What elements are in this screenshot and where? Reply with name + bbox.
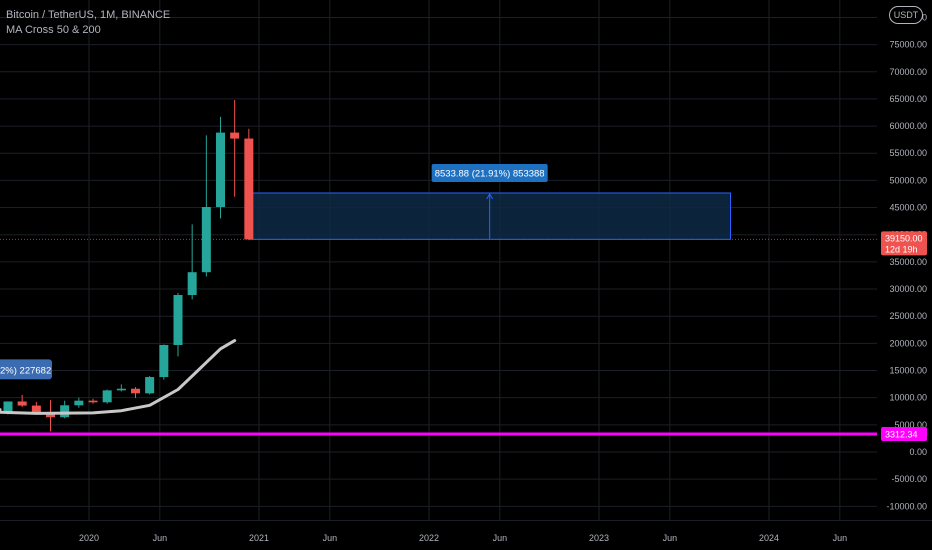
x-tick-label: 2024: [759, 533, 779, 543]
candle-up: [102, 390, 112, 403]
left-measure-label-bg: [0, 359, 52, 380]
x-tick-label: Jun: [153, 533, 168, 543]
y-tick-label: -10000.00: [886, 501, 927, 511]
measure-label: 8533.88 (21.91%) 853388: [435, 168, 545, 179]
y-tick-label: 70000.00: [889, 67, 927, 77]
candles-layer: [3, 100, 254, 432]
candle-down: [31, 405, 41, 414]
indicator-title[interactable]: MA Cross 50 & 200: [6, 24, 101, 36]
y-tick-label: 55000.00: [889, 148, 927, 158]
chart-grid: [0, 0, 932, 521]
candle-up: [3, 401, 13, 413]
symbol-title[interactable]: Bitcoin / TetherUS, 1M, BINANCE: [6, 9, 171, 21]
countdown-label: 12d 19h: [885, 244, 918, 254]
time-axis[interactable]: 2020 Jun 2021 Jun 2022 Jun 2023 Jun 2024 Jun: [79, 533, 847, 543]
x-tick-label: Jun: [323, 533, 338, 543]
candle-up: [173, 295, 183, 345]
x-tick-label: Jun: [833, 533, 848, 543]
x-tick-label: 2021: [249, 533, 269, 543]
y-tick-label: 0.00: [909, 447, 927, 457]
candle-down: [46, 413, 55, 418]
left-measure-label: 2%) 227682: [0, 365, 51, 376]
y-tick-label: 15000.00: [889, 366, 927, 376]
y-tick-label: 30000.00: [889, 284, 927, 294]
candle-up: [116, 388, 126, 391]
candle-up: [201, 207, 211, 273]
candle-up: [216, 132, 225, 208]
y-tick-label: 25000.00: [889, 311, 927, 321]
last-price-label: 39150.00: [885, 233, 923, 243]
price-axis[interactable]: -10000.00 -5000.00 0.00 5000.00 10000.00 1500…: [886, 12, 927, 511]
x-tick-label: Jun: [663, 533, 678, 543]
x-tick-label: 2022: [419, 533, 439, 543]
hline-label: 3312.34: [885, 430, 918, 440]
x-tick-label: 2023: [589, 533, 609, 543]
y-tick-label: 10000.00: [889, 393, 927, 403]
y-tick-label: 65000.00: [889, 94, 927, 104]
candle-down: [230, 132, 240, 139]
candle-up: [145, 377, 155, 394]
ma-line-layer: [0, 339, 237, 415]
measure-arrow-head: [486, 193, 494, 200]
y-tick-label: 5000.00: [894, 420, 927, 430]
y-tick-label: 35000.00: [889, 257, 927, 267]
y-tick-label: 20000.00: [889, 338, 927, 348]
measure-label-bg: [431, 163, 548, 182]
candle-up: [60, 405, 70, 418]
last-price-label-bg: [881, 231, 927, 256]
candle-down: [88, 400, 98, 403]
hline-label-bg: [881, 427, 927, 442]
candle-down: [131, 388, 140, 394]
candle-down: [244, 138, 254, 240]
x-tick-label: 2020: [79, 533, 99, 543]
horizontal-line-layer: [0, 238, 877, 436]
y-tick-label: 50000.00: [889, 175, 927, 185]
currency-button[interactable]: USDT: [889, 6, 923, 24]
x-tick-label: Jun: [493, 533, 508, 543]
y-tick-label: 45000.00: [889, 203, 927, 213]
ma-line: [0, 339, 237, 415]
candle-down: [17, 401, 27, 406]
y-tick-label: 75000.00: [889, 40, 927, 50]
measure-tool-layer: 8533.88 (21.91%) 853388: [248, 163, 732, 240]
candle-up: [159, 344, 169, 378]
chart-legend: Bitcoin / TetherUS, 1M, BINANCE MA Cross…: [6, 8, 170, 38]
y-tick-label: 60000.00: [889, 121, 927, 131]
candle-up: [74, 400, 84, 406]
y-tick-label: -5000.00: [891, 474, 927, 484]
candle-up: [187, 272, 197, 296]
